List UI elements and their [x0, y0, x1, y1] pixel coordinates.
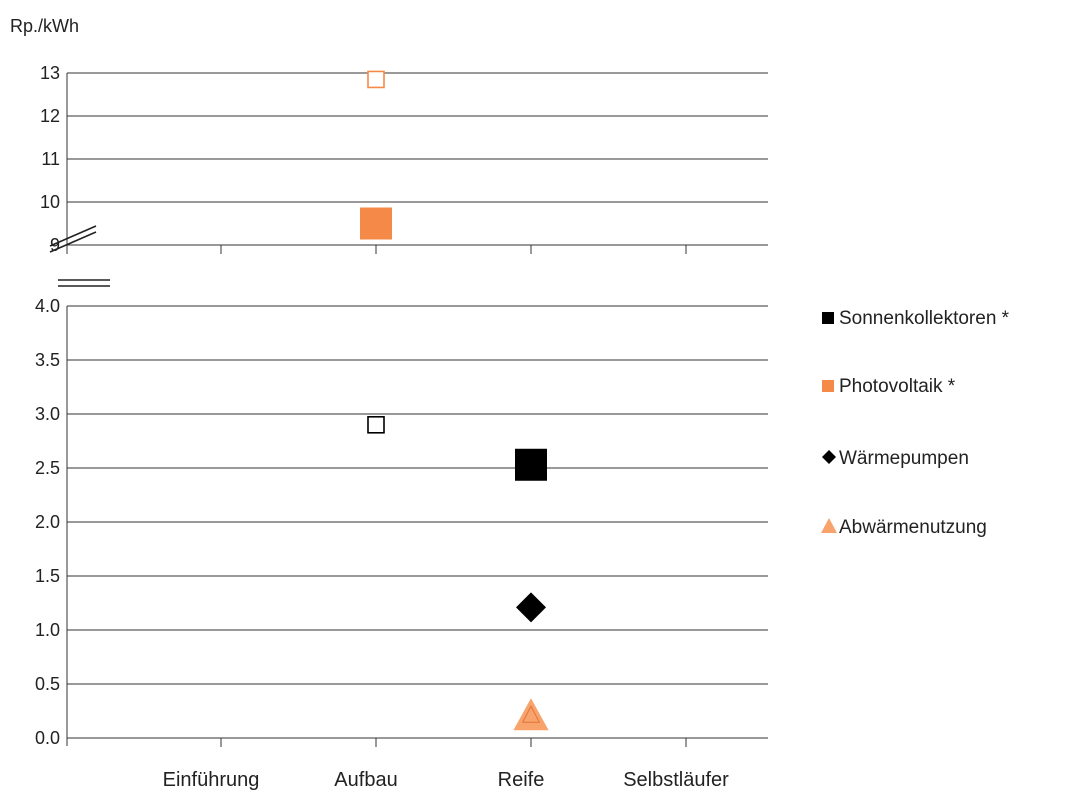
y-tick-label-lower: 0.0	[35, 728, 60, 748]
legend: Sonnenkollektoren * Photovoltaik * Wärmepu…	[821, 308, 1010, 538]
axes	[49, 73, 687, 747]
y-tick-label-upper: 12	[40, 106, 60, 126]
y-tick-label-lower: 1.0	[35, 620, 60, 640]
axis-break-upper	[49, 225, 97, 247]
legend-label: Abwärmenutzung	[839, 517, 987, 538]
data-marks	[360, 70, 549, 731]
y-tick-label-lower: 1.5	[35, 566, 60, 586]
axis-break-upper	[49, 231, 97, 253]
y-tick-label-lower: 2.5	[35, 458, 60, 478]
y-tick-label-lower: 3.5	[35, 350, 60, 370]
data-point-square	[367, 415, 385, 434]
y-tick-label-upper: 10	[40, 192, 60, 212]
gridlines	[67, 72, 768, 739]
x-category-label: Aufbau	[334, 769, 397, 791]
unit-label: Rp./kWh	[10, 16, 79, 36]
data-point-triangle	[513, 698, 549, 731]
y-tick-label-upper: 9	[50, 235, 60, 255]
legend-label: Sonnenkollektoren *	[839, 308, 1010, 329]
x-category-label: Einführung	[163, 769, 260, 791]
legend-label: Photovoltaik *	[839, 376, 956, 397]
legend-diamond-icon	[822, 450, 836, 464]
legend-square-icon	[822, 380, 834, 392]
y-tick-label-lower: 3.0	[35, 404, 60, 424]
y-tick-label-lower: 4.0	[35, 296, 60, 316]
legend-label: Wärmepumpen	[839, 448, 969, 469]
legend-square-icon	[822, 312, 834, 324]
y-tick-label-upper: 13	[40, 63, 60, 83]
data-point-square	[360, 207, 392, 240]
legend-triangle-icon	[821, 518, 837, 533]
data-point-square	[515, 448, 547, 481]
y-tick-label-lower: 0.5	[35, 674, 60, 694]
data-point-diamond	[516, 592, 546, 623]
data-point-triangle-inner	[521, 705, 541, 723]
y-tick-label-lower: 2.0	[35, 512, 60, 532]
x-category-label: Reife	[498, 769, 545, 791]
data-point-square	[367, 70, 385, 89]
y-tick-label-upper: 11	[41, 149, 60, 169]
x-category-label: Selbstläufer	[623, 769, 729, 791]
tick-labels: 9 10 11 12 13 0.0 0.5 1.0 1.5 2.0 2.5 3.0 3.5 4.0 Einf…	[35, 63, 729, 791]
